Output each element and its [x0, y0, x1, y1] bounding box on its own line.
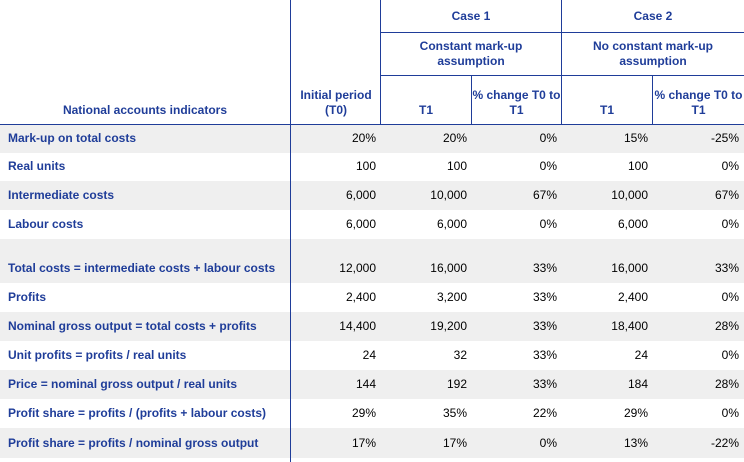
header-case-2-subtitle: No constant mark-up assumption	[592, 39, 713, 68]
cell-c2-t1: 2,400	[617, 290, 648, 304]
cell-c2-t1: 6,000	[617, 217, 648, 231]
cell-t0: 12,000	[339, 261, 376, 275]
table-row: Profit share = profits / nominal gross o…	[0, 428, 744, 458]
header-case-2: Case 2	[633, 8, 673, 23]
cell-c2-t1: 15%	[623, 131, 648, 145]
table-row: Profit share = profits / (profits + labo…	[0, 399, 744, 428]
table-row: Profits 2,400 3,200 33% 2,400 0%	[0, 283, 744, 312]
cell-c1-pct: 0%	[539, 436, 557, 450]
table-row: Price = nominal gross output / real unit…	[0, 370, 744, 399]
cell-c2-pct: 0%	[721, 406, 739, 420]
row-label: Price = nominal gross output / real unit…	[8, 377, 238, 391]
cell-c1-t1: 17%	[442, 436, 467, 450]
cell-t0: 29%	[351, 406, 376, 420]
cell-t0: 20%	[351, 131, 376, 145]
cell-c2-pct: 28%	[714, 319, 739, 333]
header-case-2-pct-change: % change T0 to T1	[654, 88, 743, 117]
table-row: Intermediate costs 6,000 10,000 67% 10,000 67…	[0, 181, 744, 210]
cell-c2-pct: 0%	[721, 159, 739, 173]
cell-t0: 24	[362, 348, 376, 362]
row-label: Labour costs	[8, 217, 84, 231]
cell-c1-t1: 32	[453, 348, 467, 362]
cell-c2-pct: 28%	[714, 377, 739, 391]
row-label: Profit share = profits / nominal gross o…	[8, 436, 259, 450]
row-label: Profit share = profits / (profits + labo…	[8, 406, 267, 420]
cell-c2-pct: -22%	[710, 436, 739, 450]
cell-t0: 17%	[351, 436, 376, 450]
table-row: Real units 100 100 0% 100 0%	[0, 153, 744, 181]
divider	[0, 124, 744, 125]
cell-c1-pct: 33%	[532, 348, 557, 362]
header-case-1-subtitle: Constant mark-up assumption	[419, 39, 523, 68]
cell-c1-pct: 33%	[532, 261, 557, 275]
cell-c2-pct: 33%	[714, 261, 739, 275]
table-row: Labour costs 6,000 6,000 0% 6,000 0%	[0, 210, 744, 239]
cell-c1-t1: 3,200	[436, 290, 467, 304]
cell-t0: 144	[355, 377, 376, 391]
divider	[290, 0, 291, 462]
row-label: Real units	[8, 159, 66, 173]
cell-c2-t1: 10,000	[611, 188, 648, 202]
row-label: Total costs = intermediate costs + labou…	[8, 261, 276, 275]
cell-c1-t1: 19,200	[430, 319, 467, 333]
header-case-2-t1: T1	[599, 103, 614, 117]
cell-c1-pct: 33%	[532, 377, 557, 391]
cell-c1-pct: 0%	[539, 217, 557, 231]
cell-c2-t1: 16,000	[611, 261, 648, 275]
header-initial-period: Initial period (T0)	[300, 88, 372, 117]
cell-c1-t1: 10,000	[430, 188, 467, 202]
cell-c2-pct: 67%	[714, 188, 739, 202]
divider	[471, 76, 472, 124]
cell-c1-t1: 16,000	[430, 261, 467, 275]
table-row: Mark-up on total costs 20% 20% 0% 15% -25%	[0, 125, 744, 153]
header-case-1-t1: T1	[418, 103, 433, 117]
cell-t0: 100	[355, 159, 376, 173]
cell-c2-t1: 100	[627, 159, 648, 173]
divider	[652, 76, 653, 124]
cell-c2-t1: 29%	[623, 406, 648, 420]
row-label: Mark-up on total costs	[8, 131, 137, 145]
cell-t0: 6,000	[345, 217, 376, 231]
cell-c2-pct: 0%	[721, 290, 739, 304]
cell-c1-pct: 33%	[532, 290, 557, 304]
cell-c2-t1: 13%	[623, 436, 648, 450]
row-label: Nominal gross output = total costs + pro…	[8, 319, 257, 333]
cell-c1-pct: 67%	[532, 188, 557, 202]
table-row: Total costs = intermediate costs + labou…	[0, 239, 744, 283]
cell-c1-t1: 192	[446, 377, 467, 391]
cell-c2-t1: 24	[634, 348, 648, 362]
header-case-1: Case 1	[451, 8, 491, 23]
divider	[561, 0, 562, 124]
cell-c2-pct: 0%	[721, 217, 739, 231]
table-row: Nominal gross output = total costs + pro…	[0, 312, 744, 341]
cell-t0: 14,400	[339, 319, 376, 333]
divider	[380, 0, 381, 124]
row-label: Intermediate costs	[8, 188, 115, 202]
divider	[380, 75, 744, 76]
cell-c1-t1: 35%	[442, 406, 467, 420]
cell-t0: 6,000	[345, 188, 376, 202]
cell-c1-t1: 6,000	[436, 217, 467, 231]
table-row: Unit profits = profits / real units 24 32 3…	[0, 341, 744, 370]
cell-c1-t1: 20%	[442, 131, 467, 145]
cell-t0: 2,400	[345, 290, 376, 304]
row-label: Profits	[8, 290, 47, 304]
header-indicators: National accounts indicators	[62, 103, 228, 117]
cell-c2-t1: 18,400	[611, 319, 648, 333]
divider	[380, 32, 744, 33]
cell-c1-pct: 33%	[532, 319, 557, 333]
cell-c1-pct: 0%	[539, 159, 557, 173]
cell-c2-pct: 0%	[721, 348, 739, 362]
cell-c1-pct: 22%	[532, 406, 557, 420]
row-label: Unit profits = profits / real units	[8, 348, 187, 362]
cell-c2-t1: 184	[627, 377, 648, 391]
cell-c2-pct: -25%	[710, 131, 739, 145]
cell-c1-t1: 100	[446, 159, 467, 173]
cell-c1-pct: 0%	[539, 131, 557, 145]
header-case-1-pct-change: % change T0 to T1	[472, 88, 561, 117]
